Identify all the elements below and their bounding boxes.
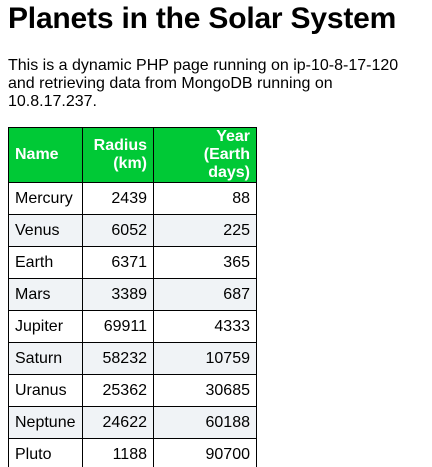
- table-row: Jupiter 69911 4333: [8, 310, 257, 343]
- header-year-label: Year: [216, 128, 250, 145]
- header-year: Year (Earth days): [153, 127, 257, 183]
- planet-year: 225: [153, 214, 257, 247]
- table-row: Neptune 24622 60188: [8, 406, 257, 439]
- table-row: Mars 3389 687: [8, 278, 257, 311]
- planet-year: 687: [153, 278, 257, 311]
- planet-year: 60188: [153, 406, 257, 439]
- planet-radius: 69911: [82, 310, 154, 343]
- planet-name: Uranus: [8, 374, 83, 407]
- header-radius-label: Radius: [93, 137, 147, 154]
- table-row: Venus 6052 225: [8, 214, 257, 247]
- planet-year: 4333: [153, 310, 257, 343]
- planets-table: Planets in the Solar System Name Radius …: [8, 127, 257, 467]
- planet-name: Mars: [8, 278, 83, 311]
- planet-radius: 25362: [82, 374, 154, 407]
- planet-year: 90700: [153, 438, 257, 467]
- planet-radius: 58232: [82, 342, 154, 375]
- header-radius: Radius (km): [82, 127, 154, 183]
- planet-name: Neptune: [8, 406, 83, 439]
- planet-name: Jupiter: [8, 310, 83, 343]
- header-name-label: Name: [15, 146, 59, 163]
- planet-year: 88: [153, 182, 257, 215]
- planet-year: 365: [153, 246, 257, 279]
- planet-name: Earth: [8, 246, 83, 279]
- planet-name: Pluto: [8, 438, 83, 467]
- table-row: Earth 6371 365: [8, 246, 257, 279]
- header-year-unit: (Earth days): [203, 146, 250, 181]
- planet-radius: 2439: [82, 182, 154, 215]
- planet-year: 30685: [153, 374, 257, 407]
- planet-name: Venus: [8, 214, 83, 247]
- planet-name: Saturn: [8, 342, 83, 375]
- table-row: Mercury 2439 88: [8, 182, 257, 215]
- header-name: Name: [8, 127, 83, 183]
- intro-text: This is a dynamic PHP page running on ip…: [8, 57, 399, 110]
- table-row: Saturn 58232 10759: [8, 342, 257, 375]
- planet-name: Mercury: [8, 182, 83, 215]
- planet-year: 10759: [153, 342, 257, 375]
- page-title: Planets in the Solar System: [8, 2, 397, 35]
- planet-radius: 6371: [82, 246, 154, 279]
- table-row: Uranus 25362 30685: [8, 374, 257, 407]
- planet-radius: 1188: [82, 438, 154, 467]
- planet-radius: 3389: [82, 278, 154, 311]
- planet-radius: 6052: [82, 214, 154, 247]
- planet-radius: 24622: [82, 406, 154, 439]
- header-radius-unit: (km): [113, 155, 147, 172]
- table-row: Pluto 1188 90700: [8, 438, 257, 467]
- table-header-row: Name Radius (km) Year (Earth days): [8, 127, 257, 183]
